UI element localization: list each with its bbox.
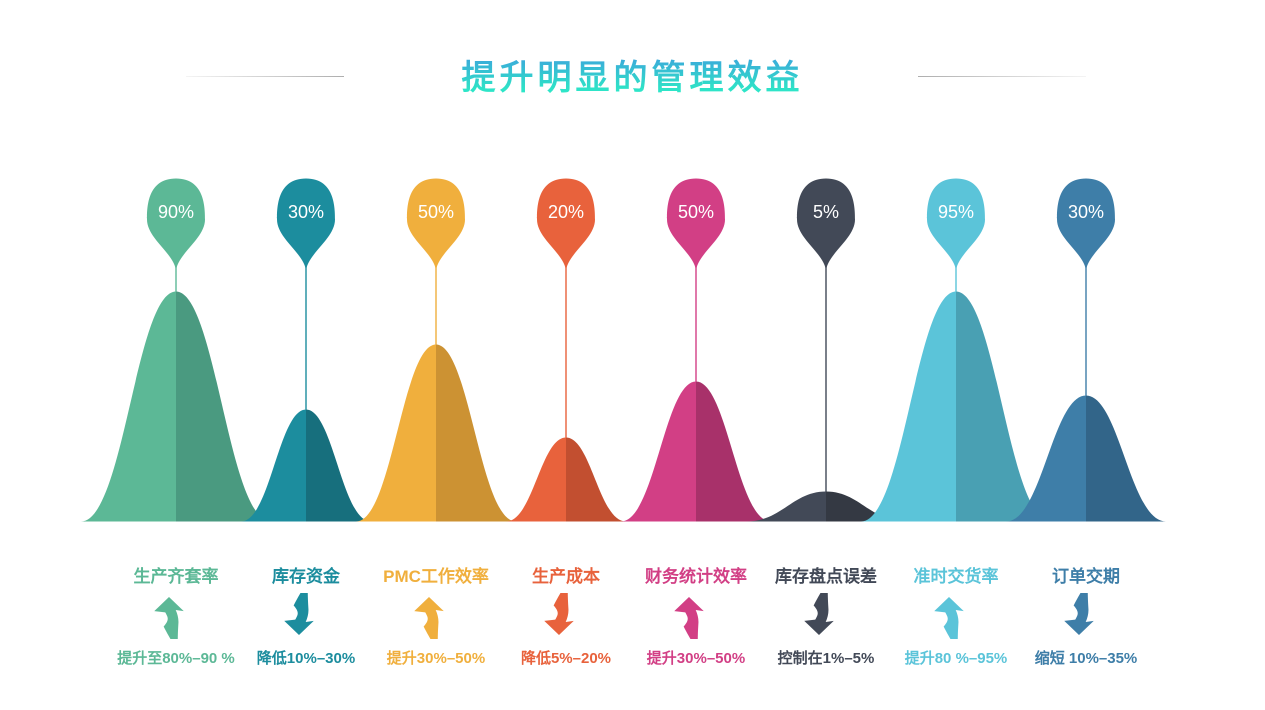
svg-text:20%: 20% (548, 202, 584, 222)
svg-text:50%: 50% (678, 202, 714, 222)
svg-text:30%: 30% (288, 202, 324, 222)
svg-text:30%: 30% (1068, 202, 1104, 222)
svg-text:95%: 95% (938, 202, 974, 222)
svg-text:50%: 50% (418, 202, 454, 222)
svg-text:90%: 90% (158, 202, 194, 222)
svg-text:5%: 5% (813, 202, 839, 222)
